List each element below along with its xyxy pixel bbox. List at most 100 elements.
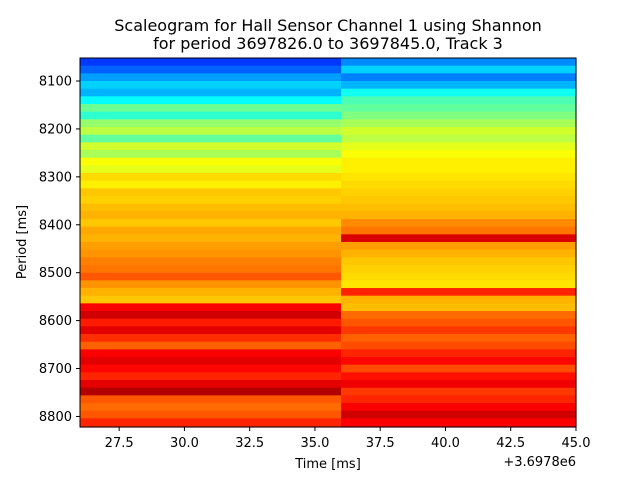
heatmap-cell [80, 249, 342, 258]
heatmap-cell [341, 219, 577, 228]
heatmap-cell [341, 272, 577, 281]
heatmap-cell [341, 58, 577, 67]
heatmap-cell [80, 173, 342, 182]
heatmap-cell [341, 418, 577, 428]
heatmap-cell [80, 134, 342, 143]
heatmap-cell [341, 188, 577, 197]
heatmap-cell [341, 265, 577, 274]
heatmap-cell [341, 288, 577, 297]
heatmap-cell [80, 119, 342, 128]
heatmap-cell [341, 127, 577, 136]
heatmap-cell [80, 272, 342, 281]
heatmap-cell [80, 127, 342, 136]
heatmap-cell [80, 242, 342, 251]
heatmap-cell [341, 326, 577, 335]
x-tick-label: 45.0 [562, 436, 591, 451]
heatmap-cell [80, 58, 342, 67]
heatmap-cell [341, 280, 577, 289]
heatmap-cell [80, 157, 342, 166]
chart-title-line-1: Scaleogram for Hall Sensor Channel 1 usi… [114, 16, 542, 35]
heatmap-cell [341, 372, 577, 381]
heatmap-cell [341, 203, 577, 212]
heatmap-cell [80, 357, 342, 366]
heatmap-cell [341, 165, 577, 174]
heatmap-cell [80, 111, 342, 120]
heatmap-cell [80, 165, 342, 174]
heatmap-cell [80, 372, 342, 381]
heatmap-cell [341, 81, 577, 90]
heatmap-cell [80, 395, 342, 404]
heatmap-cell [80, 73, 342, 82]
heatmap-cell [80, 403, 342, 412]
heatmap-cell [80, 88, 342, 97]
x-tick-label: 30.0 [170, 436, 199, 451]
heatmap-cell [341, 334, 577, 343]
heatmap-cell [341, 341, 577, 350]
heatmap-cell [80, 196, 342, 205]
heatmap-cell [80, 410, 342, 419]
heatmap-cell [341, 173, 577, 182]
heatmap-cell [341, 104, 577, 113]
heatmap-cell [80, 203, 342, 212]
y-axis-label: Period [ms] [15, 205, 30, 279]
y-tick-label: 8600 [39, 314, 72, 329]
heatmap-cell [80, 334, 342, 343]
x-tick-label: 32.5 [235, 436, 264, 451]
y-tick-label: 8300 [39, 170, 72, 185]
heatmap-cell [80, 265, 342, 274]
heatmap-cell [341, 395, 577, 404]
heatmap-cell [341, 226, 577, 235]
heatmap-cell [341, 196, 577, 205]
heatmap-cell [341, 211, 577, 220]
heatmap-cell [80, 65, 342, 74]
heatmap-cell [341, 234, 577, 243]
heatmap-cell [80, 104, 342, 113]
heatmap-cell [80, 188, 342, 197]
heatmap-cell [80, 150, 342, 159]
heatmap-cell [80, 81, 342, 90]
x-tick-label: 35.0 [300, 436, 329, 451]
heatmap-cell [341, 387, 577, 396]
y-tick-label: 8700 [39, 362, 72, 377]
x-tick-label: 42.5 [496, 436, 525, 451]
heatmap-cell [80, 142, 342, 151]
heatmap-cell [341, 410, 577, 419]
heatmap-cell [341, 88, 577, 97]
heatmap-cell [80, 288, 342, 297]
heatmap-cell [341, 73, 577, 82]
heatmap-cell [80, 311, 342, 320]
heatmap-cell [80, 318, 342, 327]
heatmap-cell [80, 418, 342, 428]
x-axis-offset-label: +3.6978e6 [503, 455, 576, 470]
heatmap-cell [341, 150, 577, 159]
x-axis-label: Time [ms] [294, 457, 361, 472]
y-tick-label: 8400 [39, 218, 72, 233]
heatmap-cell [341, 180, 577, 189]
x-tick-label: 27.5 [105, 436, 134, 451]
heatmap-cell [80, 295, 342, 304]
heatmap-cells [80, 58, 577, 428]
y-tick-label: 8100 [39, 75, 72, 90]
heatmap-cell [80, 280, 342, 289]
heatmap-cell [341, 380, 577, 389]
heatmap-cell [80, 257, 342, 266]
heatmap-cell [341, 142, 577, 151]
heatmap-cell [341, 318, 577, 327]
heatmap-cell [341, 249, 577, 258]
y-axis-ticks: 8100 8200 8300 8400 8500 8600 8700 8800 [39, 75, 80, 425]
heatmap-cell [341, 134, 577, 143]
heatmap-cell [80, 303, 342, 312]
heatmap-cell [341, 295, 577, 304]
heatmap-cell [80, 219, 342, 228]
heatmap-cell [80, 341, 342, 350]
plot-frame [79, 57, 577, 428]
heatmap-cell [341, 96, 577, 105]
heatmap-cell [80, 380, 342, 389]
heatmap-cell [80, 226, 342, 235]
heatmap-cell [341, 303, 577, 312]
heatmap-cell [80, 180, 342, 189]
y-tick-label: 8200 [39, 122, 72, 137]
heatmap-cell [341, 111, 577, 120]
heatmap-cell [341, 157, 577, 166]
